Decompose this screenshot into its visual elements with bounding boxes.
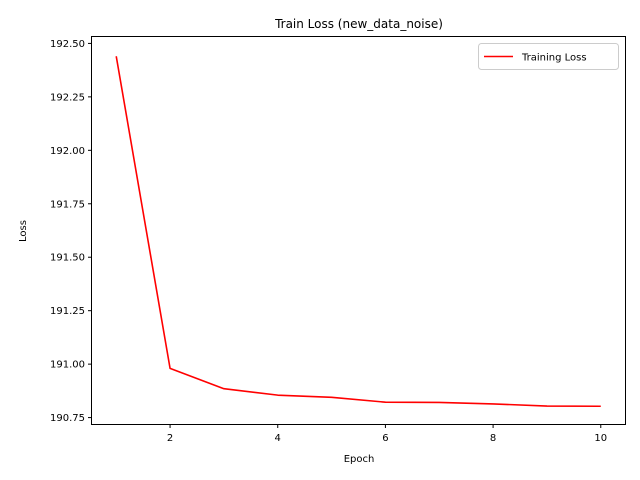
- series-line: [115, 56, 601, 408]
- legend-label: Training Loss: [521, 53, 587, 64]
- y-axis: 190.75 191.00 191.25 191.50 191.75 192.00 192.…: [50, 39, 92, 424]
- y-tick-label: 190.75: [50, 413, 85, 424]
- plot-frame: [91, 36, 626, 425]
- y-axis-label: Loss: [18, 220, 29, 242]
- x-tick-label: 2: [167, 433, 173, 444]
- legend-box: [478, 43, 619, 70]
- y-tick-label: 191.00: [50, 360, 85, 371]
- y-tick-label: 191.25: [50, 306, 85, 317]
- x-tick-label: 10: [594, 433, 607, 444]
- x-axis-label: Epoch: [344, 454, 375, 465]
- y-tick-label: 192.50: [50, 39, 85, 50]
- y-tick-label: 192.00: [50, 146, 85, 157]
- y-tick-label: 191.50: [50, 253, 85, 264]
- x-axis: 2 4 6 8 10: [167, 424, 607, 444]
- x-tick-label: 4: [275, 433, 281, 444]
- chart-title: Train Loss (new_data_noise): [274, 17, 443, 31]
- y-tick-label: 191.75: [50, 199, 85, 210]
- x-tick-label: 6: [382, 433, 388, 444]
- series-layer: [115, 56, 601, 408]
- y-tick-label: 192.25: [50, 92, 85, 103]
- x-tick-label: 8: [490, 433, 496, 444]
- legend: Training Loss: [478, 43, 619, 70]
